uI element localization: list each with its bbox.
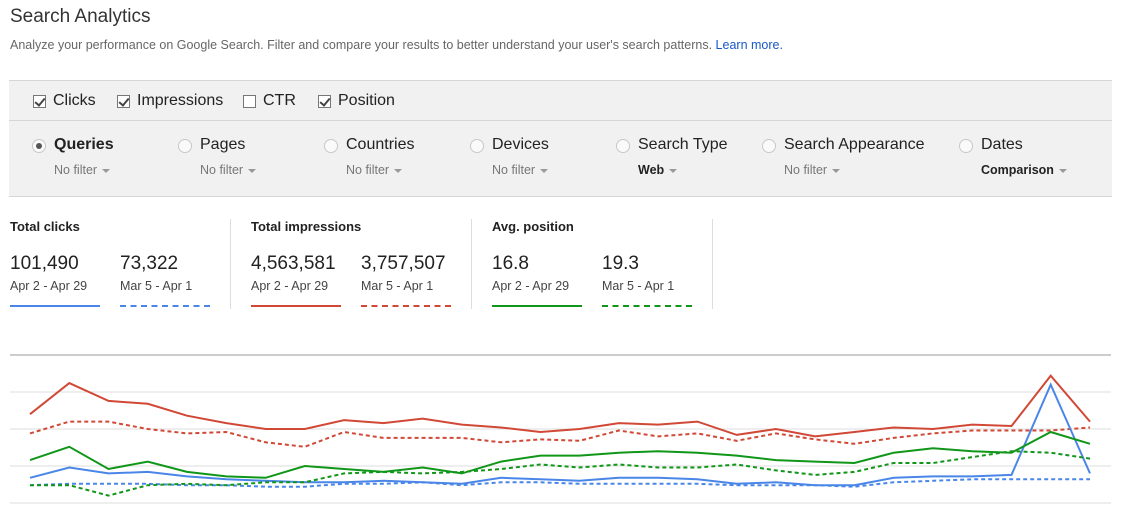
description-text: Analyze your performance on Google Searc… [10, 38, 713, 52]
learn-more-link[interactable]: Learn more. [715, 38, 783, 52]
caret-down-icon [102, 168, 111, 173]
position-checkbox[interactable]: Position [318, 92, 395, 110]
page-title: Search Analytics [10, 6, 151, 27]
legend-dashed-line [361, 305, 451, 307]
dimension-filter-dropdown[interactable]: No filter [784, 163, 841, 177]
filter-value: No filter [346, 163, 390, 177]
dimension-filter-dropdown[interactable]: Web [638, 163, 678, 177]
stat-range: Apr 2 - Apr 29 [492, 279, 570, 293]
caret-down-icon [832, 168, 841, 173]
legend-solid-line [251, 305, 341, 307]
dimension-filter-dropdown[interactable]: No filter [54, 163, 111, 177]
legend-dashed-line [120, 305, 210, 307]
impressions-previous-series-line [29, 420, 1091, 448]
dimension-filter-dropdown[interactable]: No filter [346, 163, 403, 177]
clicks-current-series-line [29, 382, 1091, 487]
checkbox-label: Clicks [53, 92, 96, 109]
stat-title: Total impressions [251, 219, 362, 234]
position-current-series-line [29, 430, 1091, 479]
stat-previous: 3,757,507 Mar 5 - Apr 1 [361, 253, 453, 307]
legend-solid-line [492, 305, 582, 307]
total-impressions-stat: Total impressions 4,563,581 Apr 2 - Apr … [251, 219, 461, 311]
dimension-label: Devices [492, 136, 549, 153]
stat-range: Mar 5 - Apr 1 [361, 279, 434, 293]
filter-value: Comparison [981, 163, 1054, 177]
filter-value: Web [638, 163, 665, 177]
filter-value: No filter [492, 163, 536, 177]
position-previous-series-line [30, 450, 1091, 497]
radio-icon[interactable] [178, 139, 192, 153]
dimension-label: Queries [54, 136, 114, 153]
dimension-filter-dropdown[interactable]: No filter [492, 163, 549, 177]
checkbox-icon[interactable] [117, 94, 130, 108]
legend-dashed-line [602, 305, 692, 307]
dimension-label: Search Appearance [784, 136, 925, 153]
stat-previous: 73,322 Mar 5 - Apr 1 [120, 253, 212, 307]
legend-solid-line [10, 305, 100, 307]
stat-current: 101,490 Apr 2 - Apr 29 [10, 253, 102, 307]
stat-value: 4,563,581 [251, 253, 336, 274]
caret-down-icon [669, 168, 678, 173]
checkbox-label: Position [338, 92, 395, 109]
stat-value: 101,490 [10, 253, 79, 274]
stat-previous: 19.3 Mar 5 - Apr 1 [602, 253, 694, 307]
ctr-checkbox[interactable]: CTR [243, 92, 296, 110]
dimension-label: Countries [346, 136, 415, 153]
checkbox-label: CTR [263, 92, 296, 109]
stat-value: 16.8 [492, 253, 529, 274]
checkbox-icon[interactable] [243, 94, 256, 108]
performance-line-chart [10, 354, 1111, 504]
filter-value: No filter [784, 163, 828, 177]
stat-divider [471, 219, 472, 309]
stat-value: 3,757,507 [361, 253, 446, 274]
radio-icon[interactable] [959, 139, 973, 153]
caret-down-icon [540, 168, 549, 173]
total-clicks-stat: Total clicks 101,490 Apr 2 - Apr 29 73,3… [10, 219, 220, 311]
stat-divider [230, 219, 231, 309]
stat-value: 19.3 [602, 253, 639, 274]
stat-title: Avg. position [492, 219, 574, 234]
filter-value: No filter [54, 163, 98, 177]
page-description: Analyze your performance on Google Searc… [10, 38, 783, 52]
filter-value: No filter [200, 163, 244, 177]
radio-icon[interactable] [324, 139, 338, 153]
dimension-filter-dropdown[interactable]: No filter [200, 163, 257, 177]
metric-selector: Clicks Impressions CTR Position [9, 81, 1112, 121]
stat-range: Apr 2 - Apr 29 [251, 279, 329, 293]
avg-position-stat: Avg. position 16.8 Apr 2 - Apr 29 19.3 M… [492, 219, 702, 311]
radio-icon[interactable] [762, 139, 776, 153]
radio-icon[interactable] [616, 139, 630, 153]
radio-icon[interactable] [470, 139, 484, 153]
caret-down-icon [394, 168, 403, 173]
caret-down-icon [1058, 168, 1067, 173]
stat-range: Mar 5 - Apr 1 [120, 279, 193, 293]
dimension-filter-dropdown[interactable]: Comparison [981, 163, 1067, 177]
checkbox-label: Impressions [137, 92, 224, 109]
clicks-previous-series-line [29, 478, 1090, 488]
dimension-label: Search Type [638, 136, 728, 153]
caret-down-icon [248, 168, 257, 173]
impressions-checkbox[interactable]: Impressions [117, 92, 223, 110]
filter-panel: Clicks Impressions CTR Position Queries … [9, 80, 1112, 197]
stat-range: Mar 5 - Apr 1 [602, 279, 675, 293]
stat-value: 73,322 [120, 253, 179, 274]
stat-current: 16.8 Apr 2 - Apr 29 [492, 253, 584, 307]
clicks-checkbox[interactable]: Clicks [33, 92, 96, 110]
checkbox-icon[interactable] [33, 94, 46, 108]
stat-divider [712, 219, 713, 309]
dimension-label: Dates [981, 136, 1023, 153]
radio-selected-icon[interactable] [32, 139, 46, 153]
dimension-label: Pages [200, 136, 246, 153]
stat-range: Apr 2 - Apr 29 [10, 279, 88, 293]
impressions-current-series-line [29, 374, 1091, 438]
stat-title: Total clicks [10, 219, 80, 234]
checkbox-icon[interactable] [318, 94, 331, 108]
stat-current: 4,563,581 Apr 2 - Apr 29 [251, 253, 343, 307]
